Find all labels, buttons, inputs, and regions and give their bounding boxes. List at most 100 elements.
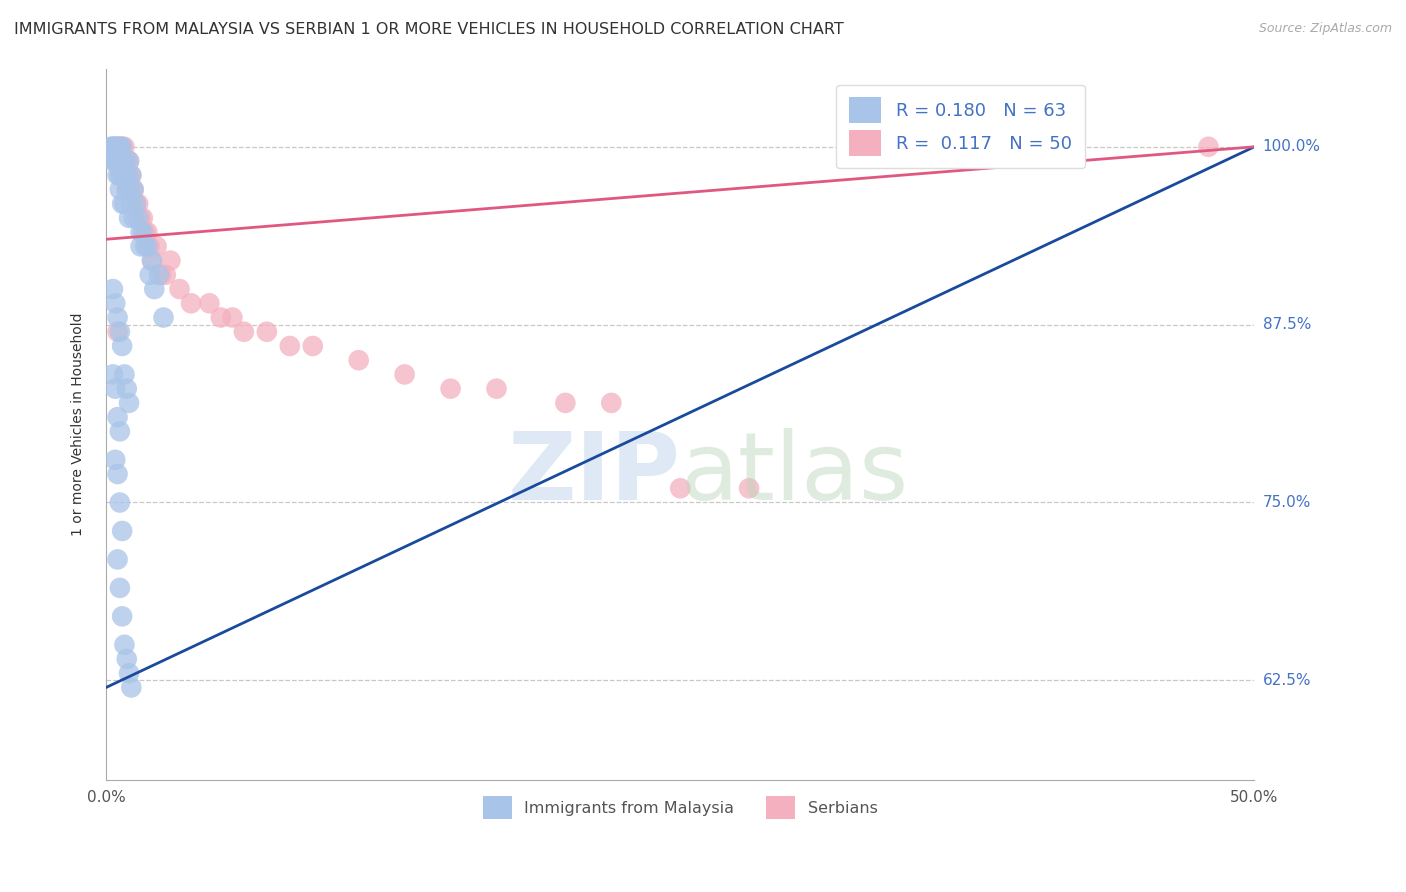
- Point: [118, 396, 141, 410]
- Legend: Immigrants from Malaysia, Serbians: Immigrants from Malaysia, Serbians: [477, 790, 884, 825]
- Text: 75.0%: 75.0%: [1263, 495, 1310, 510]
- Point: [118, 211, 141, 225]
- Point: [150, 268, 173, 282]
- Point: [115, 182, 138, 196]
- Point: [115, 154, 138, 169]
- Point: [111, 196, 134, 211]
- Text: ZIP: ZIP: [508, 428, 681, 520]
- Point: [132, 225, 155, 239]
- Point: [114, 196, 136, 211]
- Point: [107, 552, 129, 566]
- Point: [115, 652, 138, 666]
- Point: [101, 154, 124, 169]
- Point: [232, 325, 254, 339]
- Point: [122, 211, 145, 225]
- Point: [118, 154, 141, 169]
- Point: [301, 339, 323, 353]
- Point: [1197, 140, 1219, 154]
- Point: [143, 282, 166, 296]
- Point: [118, 182, 141, 196]
- Point: [132, 211, 155, 225]
- Point: [122, 182, 145, 196]
- Point: [104, 154, 127, 169]
- Point: [129, 239, 152, 253]
- Point: [125, 196, 148, 211]
- Point: [129, 225, 152, 239]
- Point: [138, 268, 160, 282]
- Y-axis label: 1 or more Vehicles in Household: 1 or more Vehicles in Household: [72, 312, 86, 536]
- Point: [120, 196, 142, 211]
- Point: [101, 368, 124, 382]
- Point: [115, 168, 138, 182]
- Point: [115, 382, 138, 396]
- Point: [138, 239, 160, 253]
- Point: [114, 168, 136, 182]
- Point: [108, 581, 131, 595]
- Point: [101, 140, 124, 154]
- Point: [107, 325, 129, 339]
- Point: [118, 666, 141, 681]
- Point: [111, 154, 134, 169]
- Point: [180, 296, 202, 310]
- Point: [738, 481, 761, 495]
- Point: [221, 310, 243, 325]
- Point: [108, 154, 131, 169]
- Point: [111, 609, 134, 624]
- Point: [104, 140, 127, 154]
- Point: [111, 140, 134, 154]
- Point: [134, 225, 156, 239]
- Point: [104, 296, 127, 310]
- Point: [600, 396, 623, 410]
- Text: 87.5%: 87.5%: [1263, 318, 1310, 332]
- Point: [145, 239, 167, 253]
- Point: [155, 268, 177, 282]
- Text: atlas: atlas: [681, 428, 908, 520]
- Point: [108, 140, 131, 154]
- Text: IMMIGRANTS FROM MALAYSIA VS SERBIAN 1 OR MORE VEHICLES IN HOUSEHOLD CORRELATION : IMMIGRANTS FROM MALAYSIA VS SERBIAN 1 OR…: [14, 22, 844, 37]
- Point: [120, 681, 142, 695]
- Point: [118, 154, 141, 169]
- Point: [108, 154, 131, 169]
- Point: [169, 282, 191, 296]
- Point: [107, 140, 129, 154]
- Point: [108, 425, 131, 439]
- Point: [104, 154, 127, 169]
- Point: [127, 211, 149, 225]
- Point: [141, 253, 163, 268]
- Point: [101, 140, 124, 154]
- Point: [114, 140, 136, 154]
- Point: [120, 168, 142, 182]
- Point: [347, 353, 370, 368]
- Point: [114, 168, 136, 182]
- Point: [104, 140, 127, 154]
- Point: [104, 452, 127, 467]
- Point: [115, 182, 138, 196]
- Point: [107, 154, 129, 169]
- Point: [159, 253, 181, 268]
- Point: [107, 154, 129, 169]
- Point: [107, 168, 129, 182]
- Point: [111, 168, 134, 182]
- Point: [108, 495, 131, 509]
- Point: [108, 182, 131, 196]
- Point: [114, 638, 136, 652]
- Text: 62.5%: 62.5%: [1263, 673, 1312, 688]
- Text: 100.0%: 100.0%: [1263, 139, 1320, 154]
- Point: [134, 239, 156, 253]
- Point: [100, 140, 122, 154]
- Point: [127, 196, 149, 211]
- Point: [148, 268, 170, 282]
- Point: [111, 154, 134, 169]
- Point: [125, 196, 148, 211]
- Point: [394, 368, 416, 382]
- Point: [111, 524, 134, 538]
- Point: [141, 253, 163, 268]
- Point: [101, 282, 124, 296]
- Point: [104, 382, 127, 396]
- Point: [129, 211, 152, 225]
- Point: [485, 382, 508, 396]
- Point: [136, 225, 159, 239]
- Point: [120, 182, 142, 196]
- Point: [108, 168, 131, 182]
- Text: Source: ZipAtlas.com: Source: ZipAtlas.com: [1258, 22, 1392, 36]
